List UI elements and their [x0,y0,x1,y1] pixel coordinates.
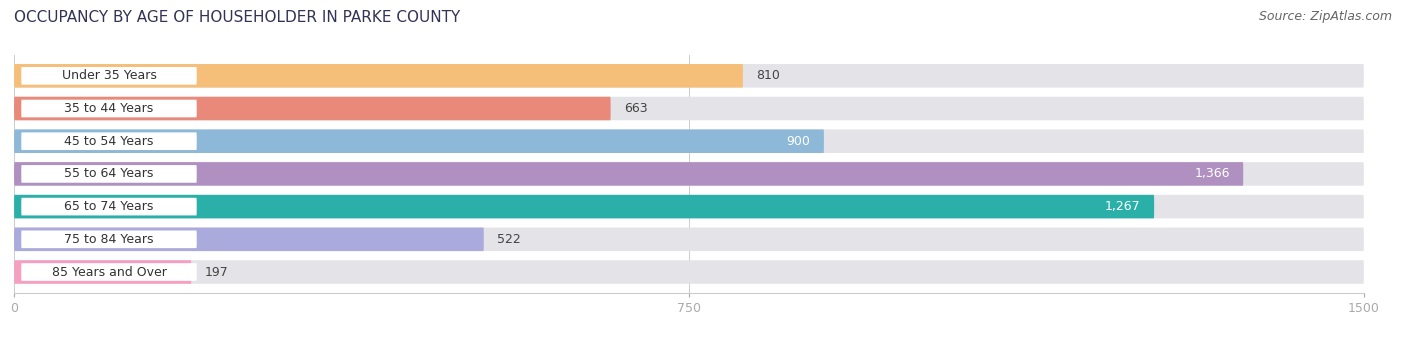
Text: Source: ZipAtlas.com: Source: ZipAtlas.com [1258,10,1392,23]
Text: Under 35 Years: Under 35 Years [62,69,156,82]
FancyBboxPatch shape [14,97,1364,120]
FancyBboxPatch shape [14,97,610,120]
Text: 810: 810 [756,69,780,82]
Text: 1,267: 1,267 [1105,200,1140,213]
FancyBboxPatch shape [14,227,484,251]
Text: 197: 197 [205,266,229,279]
FancyBboxPatch shape [14,260,191,284]
FancyBboxPatch shape [14,64,1364,88]
FancyBboxPatch shape [14,64,742,88]
Text: 45 to 54 Years: 45 to 54 Years [65,135,153,148]
FancyBboxPatch shape [14,130,824,153]
Text: 900: 900 [786,135,810,148]
FancyBboxPatch shape [21,165,197,183]
FancyBboxPatch shape [21,263,197,281]
Text: 65 to 74 Years: 65 to 74 Years [65,200,153,213]
FancyBboxPatch shape [14,162,1364,186]
FancyBboxPatch shape [14,260,1364,284]
Text: OCCUPANCY BY AGE OF HOUSEHOLDER IN PARKE COUNTY: OCCUPANCY BY AGE OF HOUSEHOLDER IN PARKE… [14,10,460,25]
FancyBboxPatch shape [21,231,197,248]
FancyBboxPatch shape [21,198,197,216]
Text: 75 to 84 Years: 75 to 84 Years [65,233,153,246]
Text: 55 to 64 Years: 55 to 64 Years [65,167,153,180]
Text: 35 to 44 Years: 35 to 44 Years [65,102,153,115]
Text: 522: 522 [498,233,522,246]
Text: 85 Years and Over: 85 Years and Over [52,266,166,279]
FancyBboxPatch shape [14,162,1243,186]
FancyBboxPatch shape [21,100,197,117]
FancyBboxPatch shape [21,132,197,150]
FancyBboxPatch shape [14,195,1154,218]
FancyBboxPatch shape [21,67,197,85]
Text: 663: 663 [624,102,648,115]
FancyBboxPatch shape [14,195,1364,218]
Text: 1,366: 1,366 [1194,167,1230,180]
FancyBboxPatch shape [14,130,1364,153]
FancyBboxPatch shape [14,227,1364,251]
